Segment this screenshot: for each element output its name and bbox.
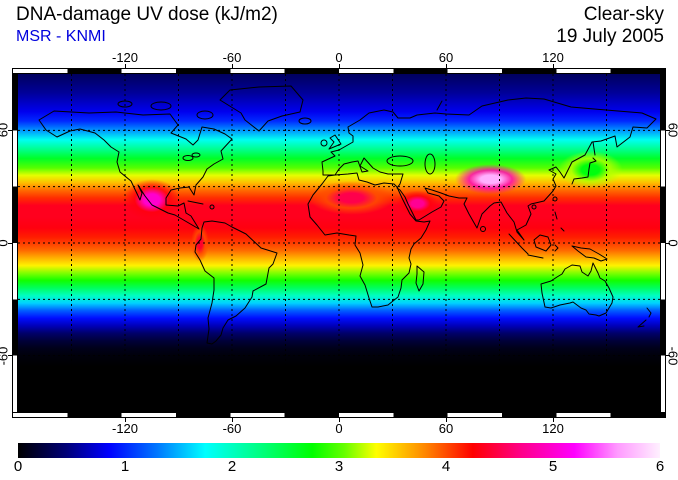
coast-north-america — [38, 110, 233, 230]
lat-tick-right — [666, 355, 670, 357]
colorbar-tick-label: 6 — [655, 458, 665, 475]
lon-label-bottom: -120 — [111, 421, 139, 436]
coast-south-america — [194, 220, 278, 345]
lon-tick-bottom — [231, 418, 233, 422]
coast-great-lakes-2 — [191, 152, 201, 158]
world-map-frame — [12, 68, 666, 418]
map-border-right — [660, 74, 665, 412]
coast-caspian-sea — [424, 153, 436, 175]
map-border-bottom — [13, 412, 665, 417]
lat-label-left: -60 — [0, 346, 11, 366]
lon-label-top: 60 — [438, 50, 454, 65]
coast-victoria-island — [150, 101, 172, 111]
colorbar-tick-label: 2 — [227, 458, 237, 475]
map-border-left — [13, 74, 18, 412]
coast-sri-lanka — [480, 226, 486, 232]
coast-philippines — [554, 211, 565, 232]
coast-cuba — [187, 200, 204, 205]
lat-label-left: 60 — [0, 123, 11, 138]
lat-tick-right — [666, 129, 670, 131]
lat-label-right: -60 — [665, 346, 678, 366]
lon-tick-bottom — [552, 418, 554, 422]
lat-label-left: 0 — [0, 239, 11, 246]
date-label: 19 July 2005 — [556, 26, 664, 47]
coast-sulawesi — [554, 244, 559, 252]
lon-tick-bottom — [445, 418, 447, 422]
coast-ireland — [320, 139, 328, 147]
coast-africa — [307, 172, 431, 308]
lat-label-right: 0 — [666, 239, 678, 246]
colorbar-tick-label: 4 — [441, 458, 451, 475]
map-overlay — [18, 74, 660, 412]
page-title: DNA-damage UV dose (kJ/m2) — [16, 4, 278, 25]
map-border-top — [13, 69, 665, 74]
coast-taiwan — [552, 196, 558, 202]
coast-borneo — [533, 234, 552, 252]
coast-iceland — [298, 117, 312, 125]
lon-label-top: 0 — [335, 50, 343, 65]
colorbar — [18, 443, 660, 458]
colorbar-tick-label: 5 — [548, 458, 558, 475]
coast-eurasia — [321, 97, 657, 241]
header-right: Clear-sky 19 July 2005 — [556, 4, 664, 48]
lon-label-top: -60 — [222, 50, 242, 65]
coast-japan — [571, 157, 597, 185]
coast-banks-island — [117, 100, 133, 108]
coast-sakhalin — [592, 141, 596, 156]
coast-new-zealand — [637, 307, 652, 328]
coast-greenland — [219, 85, 304, 132]
coast-hispaniola — [209, 204, 215, 210]
coast-australia — [540, 262, 614, 317]
coastlines — [38, 85, 657, 345]
coast-black-sea — [386, 155, 414, 167]
lon-tick-bottom — [124, 418, 126, 422]
condition-label: Clear-sky — [583, 4, 664, 25]
coast-novaya-zemlya — [436, 100, 443, 111]
colorbar-tick-label: 1 — [120, 458, 130, 475]
coast-hainan — [531, 204, 537, 210]
lon-tick-bottom — [338, 418, 340, 422]
coast-baffin-island — [196, 110, 214, 120]
coast-great-lakes-1 — [182, 155, 194, 161]
lat-tick-right — [666, 242, 670, 244]
graticule — [18, 74, 660, 412]
lon-label-top: 120 — [542, 50, 564, 65]
lon-label-bottom: 0 — [335, 421, 343, 436]
coast-new-guinea — [571, 245, 608, 262]
lat-label-right: 60 — [665, 123, 678, 138]
map-area — [18, 74, 660, 412]
colorbar-tick-label: 3 — [334, 458, 344, 475]
colorbar-tick-label: 0 — [13, 458, 23, 475]
lon-label-bottom: 120 — [542, 421, 564, 436]
lon-label-bottom: -60 — [222, 421, 242, 436]
coast-madagascar — [415, 265, 425, 292]
coast-sumatra-java — [508, 233, 544, 259]
product-label: MSR - KNMI — [16, 28, 106, 45]
lon-label-bottom: 60 — [438, 421, 454, 436]
coast-britain — [328, 134, 342, 150]
lon-label-top: -120 — [111, 50, 139, 65]
